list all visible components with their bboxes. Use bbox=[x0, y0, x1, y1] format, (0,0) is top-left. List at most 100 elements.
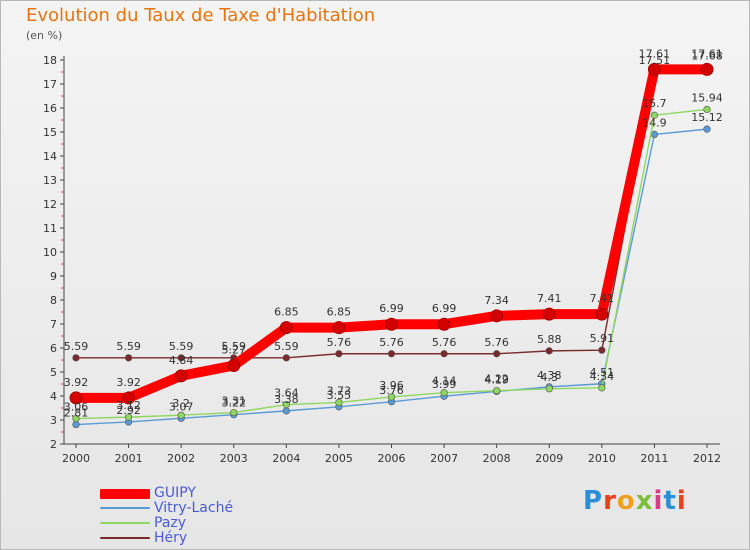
data-point-pazy bbox=[124, 413, 133, 421]
legend-swatch-guipy bbox=[100, 489, 150, 499]
data-label-pazy: 3.2 bbox=[172, 397, 190, 410]
data-label-hery: 5.76 bbox=[432, 336, 457, 349]
data-label-hery: 5.59 bbox=[64, 340, 89, 353]
data-point-guipy bbox=[385, 317, 398, 331]
data-point-hery bbox=[493, 350, 501, 358]
data-label-pazy: 4.34 bbox=[590, 370, 615, 383]
x-tick-label: 2000 bbox=[62, 452, 90, 465]
data-label-hery: 17.51 bbox=[639, 54, 671, 67]
data-label-pazy: 3.73 bbox=[327, 384, 352, 397]
data-label-vitry-lache: 4.38 bbox=[537, 369, 562, 382]
x-tick-label: 2011 bbox=[640, 452, 668, 465]
x-tick-label: 2004 bbox=[272, 452, 300, 465]
y-tick-label: 10 bbox=[43, 246, 57, 259]
data-label-pazy: 15.7 bbox=[642, 97, 667, 110]
data-point-pazy bbox=[493, 387, 501, 395]
data-label-vitry-lache: 4.19 bbox=[484, 373, 509, 386]
data-label-guipy: 7.34 bbox=[484, 294, 509, 307]
x-tick-label: 2006 bbox=[378, 452, 406, 465]
data-label-guipy: 6.99 bbox=[379, 302, 404, 315]
legend-label-vitry-lache: Vitry-Laché bbox=[154, 500, 234, 516]
data-point-pazy bbox=[177, 411, 185, 419]
data-point-guipy bbox=[490, 309, 504, 323]
data-label-vitry-lache: 3.38 bbox=[274, 393, 299, 406]
y-tick-label: 9 bbox=[50, 270, 57, 283]
data-point-guipy bbox=[332, 321, 346, 335]
data-point-hery bbox=[282, 354, 290, 362]
data-label-vitry-lache: 3.99 bbox=[432, 378, 457, 391]
x-tick-label: 2005 bbox=[325, 452, 353, 465]
data-label-pazy: 4.3 bbox=[541, 371, 559, 384]
data-point-hery bbox=[598, 346, 606, 354]
data-label-vitry-lache: 3.07 bbox=[169, 400, 194, 413]
data-label-guipy: 17.61 bbox=[691, 47, 723, 60]
data-label-guipy: 5.27 bbox=[222, 344, 247, 357]
data-label-vitry-lache: 14.9 bbox=[642, 116, 667, 129]
x-tick-label: 2001 bbox=[115, 452, 143, 465]
data-label-pazy: 4.22 bbox=[484, 373, 509, 386]
data-point-vitry-lache bbox=[703, 125, 711, 133]
y-tick-label: 11 bbox=[43, 222, 57, 235]
legend-swatch-vitry-lache bbox=[100, 507, 150, 509]
data-point-guipy bbox=[647, 62, 661, 76]
data-label-hery: 5.59 bbox=[274, 340, 299, 353]
data-label-guipy: 17.61 bbox=[639, 47, 671, 60]
data-label-hery: 5.76 bbox=[484, 336, 509, 349]
chart-subtitle: (en %) bbox=[26, 29, 63, 42]
y-tick-label: 14 bbox=[43, 150, 57, 163]
data-label-hery: 5.59 bbox=[222, 340, 247, 353]
data-label-vitry-lache: 4.51 bbox=[590, 366, 615, 379]
legend-item-guipy: GUIPY bbox=[100, 485, 300, 501]
x-tick-label: 2003 bbox=[220, 452, 248, 465]
data-label-pazy: 3.31 bbox=[222, 395, 247, 408]
data-point-vitry-lache bbox=[72, 420, 80, 429]
legend-label-pazy: Pazy bbox=[154, 515, 187, 531]
data-point-pazy bbox=[650, 111, 659, 119]
data-label-hery: 5.59 bbox=[116, 340, 141, 353]
x-tick-label: 2010 bbox=[588, 452, 616, 465]
data-point-pazy bbox=[335, 398, 343, 407]
data-point-pazy bbox=[598, 384, 606, 392]
data-point-hery bbox=[335, 350, 343, 358]
data-point-guipy bbox=[595, 307, 609, 321]
x-tick-label: 2002 bbox=[167, 452, 195, 465]
y-tick-label: 18 bbox=[43, 54, 57, 67]
data-label-guipy: 6.85 bbox=[274, 306, 299, 319]
y-tick-label: 16 bbox=[43, 102, 57, 115]
legend-label-hery: Héry bbox=[154, 530, 188, 546]
y-tick-label: 17 bbox=[43, 78, 57, 91]
data-point-pazy bbox=[387, 393, 396, 401]
data-point-hery bbox=[72, 354, 80, 362]
data-label-vitry-lache: 2.92 bbox=[116, 404, 141, 417]
x-tick-label: 2012 bbox=[693, 452, 721, 465]
data-label-guipy: 6.99 bbox=[432, 302, 457, 315]
x-tick-label: 2009 bbox=[535, 452, 563, 465]
data-label-vitry-lache: 15.12 bbox=[691, 111, 723, 124]
data-point-guipy bbox=[122, 391, 136, 405]
chart-title: Evolution du Taux de Taxe d'Habitation bbox=[26, 5, 376, 26]
data-label-pazy: 3.64 bbox=[274, 387, 299, 400]
data-label-hery: 17.68 bbox=[691, 50, 723, 63]
data-point-pazy bbox=[703, 105, 711, 114]
y-tick-label: 7 bbox=[50, 318, 57, 331]
data-label-vitry-lache: 2.81 bbox=[64, 407, 89, 420]
legend-swatch-hery bbox=[100, 537, 150, 539]
y-tick-label: 15 bbox=[43, 126, 57, 139]
data-point-hery bbox=[124, 354, 133, 362]
data-label-guipy: 6.85 bbox=[327, 306, 352, 319]
data-label-vitry-lache: 3.55 bbox=[327, 389, 352, 402]
data-label-pazy: 3.12 bbox=[116, 399, 141, 412]
data-point-guipy bbox=[227, 359, 241, 373]
y-tick-label: 5 bbox=[50, 366, 57, 379]
data-label-guipy: 7.41 bbox=[590, 292, 615, 305]
data-label-hery: 5.76 bbox=[327, 336, 352, 349]
x-tick-label: 2007 bbox=[430, 452, 458, 465]
legend-label-guipy: GUIPY bbox=[154, 485, 196, 501]
data-label-vitry-lache: 3.76 bbox=[379, 384, 404, 397]
data-point-guipy bbox=[437, 317, 451, 331]
y-tick-label: 2 bbox=[50, 438, 57, 451]
data-point-hery bbox=[440, 350, 448, 358]
data-point-guipy bbox=[69, 391, 83, 405]
data-label-hery: 5.91 bbox=[590, 332, 615, 345]
data-point-guipy bbox=[700, 62, 714, 76]
